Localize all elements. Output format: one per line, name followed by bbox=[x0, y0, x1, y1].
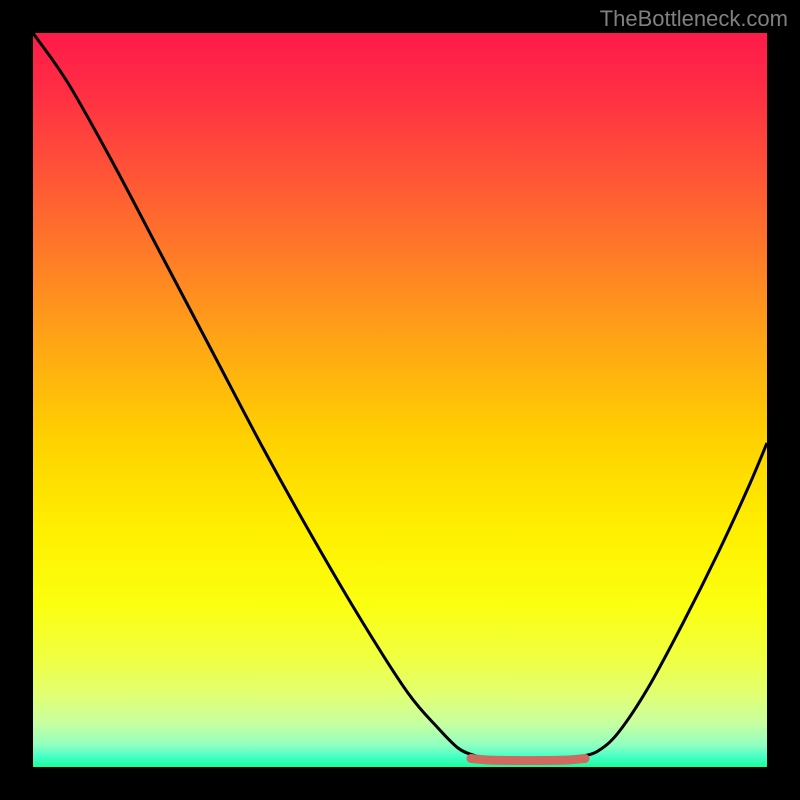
watermark-text: TheBottleneck.com bbox=[600, 6, 788, 32]
chart-svg bbox=[33, 33, 767, 767]
trough-marker bbox=[471, 759, 585, 761]
gradient-background bbox=[33, 33, 767, 767]
chart-frame: TheBottleneck.com bbox=[0, 0, 800, 800]
plot-area bbox=[33, 33, 767, 767]
